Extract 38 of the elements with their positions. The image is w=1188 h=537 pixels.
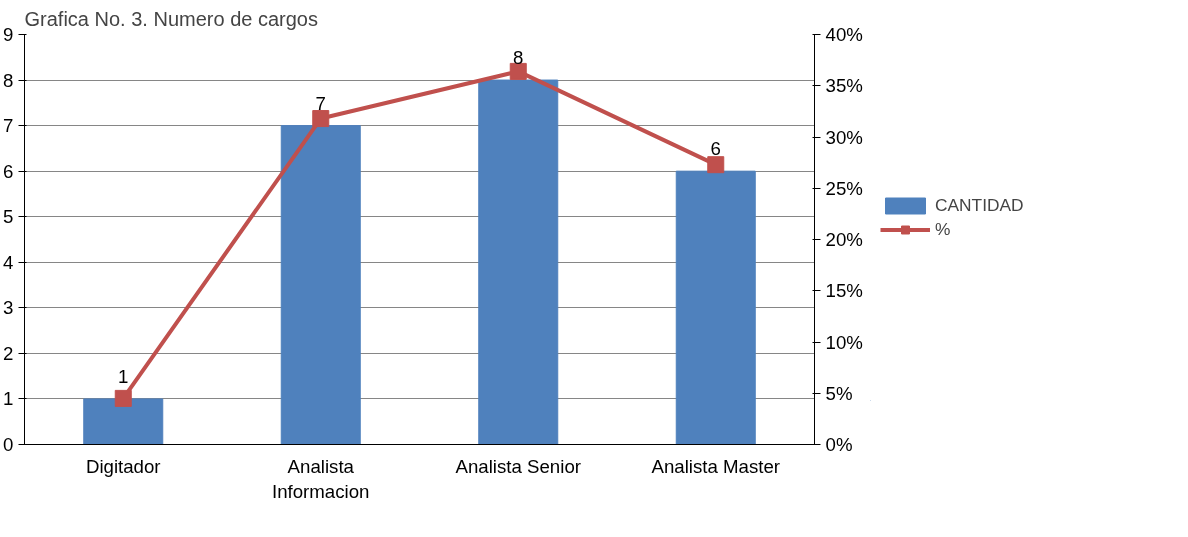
bar (83, 398, 164, 445)
bar (675, 170, 756, 445)
point (707, 156, 725, 174)
point (509, 62, 527, 80)
y-tick-label: 3 (3, 297, 14, 319)
chart-title: Grafica No. 3. Numero de cargos (24, 7, 318, 30)
y2-tick-label: 25% (825, 177, 863, 199)
bar (478, 79, 559, 445)
y-tick-label: 1 (3, 388, 14, 410)
y2-tick-label: 20% (825, 229, 863, 250)
y2-tick-label: 30% (825, 126, 863, 148)
y-tick-label: 2 (3, 342, 14, 364)
legend-label: % (935, 218, 952, 240)
y-tick-label: 9 (3, 24, 14, 45)
bar (280, 125, 361, 445)
data-label: 7 (315, 92, 326, 114)
y2-tick-label: 0% (825, 434, 853, 455)
y-tick-label: 4 (3, 251, 14, 273)
y-tick-label: 5 (3, 206, 14, 228)
x-tick-label: Analista Informacion (272, 455, 370, 502)
x-tick-label: Digitador (85, 455, 161, 477)
y2-tick-label: 35% (825, 75, 863, 97)
x-tick-label: Analista Master (651, 455, 781, 477)
legend-label: CANTIDAD (935, 194, 1024, 216)
point (114, 389, 132, 407)
y-tick-label: 0 (3, 434, 14, 455)
y2-tick-label: 15% (825, 280, 863, 302)
y2-tick-label: 40% (825, 24, 863, 45)
data-label: 1 (118, 365, 129, 387)
y2-tick-label: 5% (825, 382, 853, 404)
y-tick-label: 6 (3, 160, 14, 182)
y-tick-label: 8 (3, 69, 14, 91)
data-label: 8 (513, 47, 524, 69)
data-label: 6 (710, 138, 721, 160)
point (312, 110, 330, 128)
x-tick-label: Analista Senior (455, 455, 581, 477)
y2-tick-label: 10% (825, 331, 863, 353)
y-tick-label: 7 (3, 115, 14, 137)
